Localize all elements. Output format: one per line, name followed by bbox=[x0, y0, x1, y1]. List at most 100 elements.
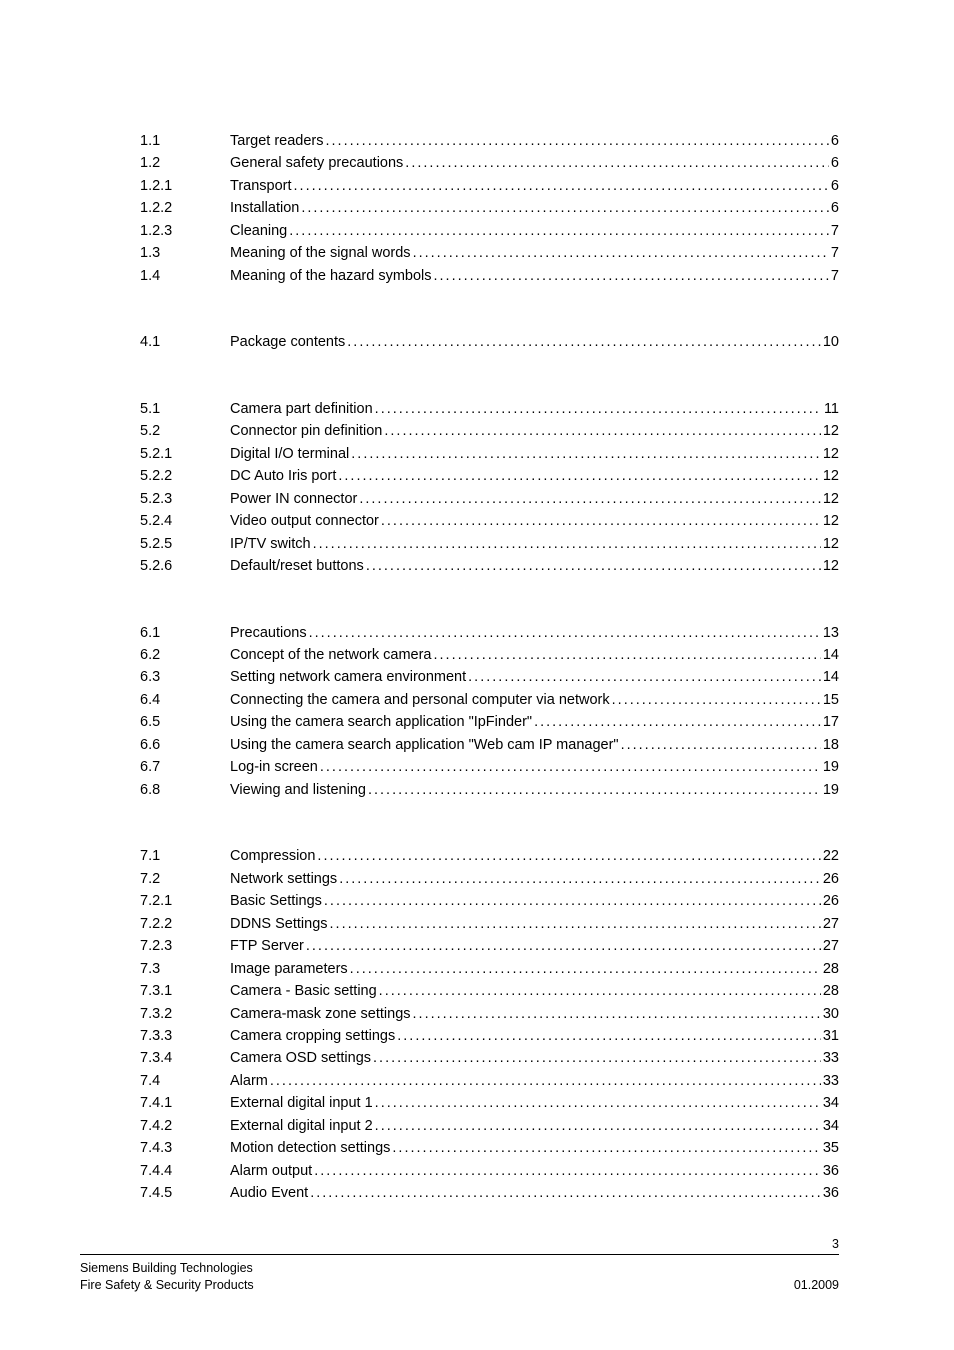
toc-row: 1.3Meaning of the signal words7 bbox=[140, 242, 839, 264]
toc-page: 12 bbox=[821, 420, 839, 442]
toc-title: Alarm output bbox=[230, 1160, 312, 1182]
toc-num: 5.2.5 bbox=[140, 533, 230, 555]
toc-title: Audio Event bbox=[230, 1182, 308, 1204]
toc-num: 4.1 bbox=[140, 331, 230, 353]
footer-row-2: Fire Safety & Security Products 01.2009 bbox=[80, 1278, 839, 1292]
toc-row: 5.2.2DC Auto Iris port12 bbox=[140, 465, 839, 487]
toc-num: 5.2 bbox=[140, 420, 230, 442]
toc-page: 6 bbox=[829, 175, 839, 197]
toc-num: 7.3.4 bbox=[140, 1047, 230, 1069]
toc-page: 26 bbox=[821, 868, 839, 890]
toc-row: 7.2.3FTP Server27 bbox=[140, 935, 839, 957]
toc-num: 6.3 bbox=[140, 666, 230, 688]
toc-dots bbox=[345, 331, 821, 353]
toc-page: 18 bbox=[821, 734, 839, 756]
toc-row: 5.1Camera part definition11 bbox=[140, 398, 839, 420]
toc-page: 15 bbox=[821, 689, 839, 711]
toc-page: 14 bbox=[821, 666, 839, 688]
toc-title: Concept of the network camera bbox=[230, 644, 432, 666]
toc-title: Alarm bbox=[230, 1070, 268, 1092]
toc-num: 7.4.1 bbox=[140, 1092, 230, 1114]
toc-page: 36 bbox=[821, 1160, 839, 1182]
toc-page: 26 bbox=[821, 890, 839, 912]
toc-dots bbox=[432, 644, 821, 666]
toc-row: 6.3Setting network camera environment 14 bbox=[140, 666, 839, 688]
toc-page: 35 bbox=[821, 1137, 839, 1159]
toc-page: 7 bbox=[829, 265, 839, 287]
toc-num: 1.4 bbox=[140, 265, 230, 287]
toc-num: 7.3.2 bbox=[140, 1003, 230, 1025]
toc-page: 6 bbox=[829, 197, 839, 219]
toc-num: 7.3.3 bbox=[140, 1025, 230, 1047]
toc-row: 7.3.4Camera OSD settings 33 bbox=[140, 1047, 839, 1069]
toc-num: 7.2.1 bbox=[140, 890, 230, 912]
toc-dots bbox=[318, 756, 821, 778]
toc-num: 6.4 bbox=[140, 689, 230, 711]
toc-num: 7.3.1 bbox=[140, 980, 230, 1002]
toc-title: Network settings bbox=[230, 868, 337, 890]
toc-page: 19 bbox=[821, 779, 839, 801]
toc-page: 19 bbox=[821, 756, 839, 778]
toc-row: 1.2General safety precautions6 bbox=[140, 152, 839, 174]
toc-num: 5.2.1 bbox=[140, 443, 230, 465]
toc-num: 5.2.4 bbox=[140, 510, 230, 532]
toc-title: Connecting the camera and personal compu… bbox=[230, 689, 610, 711]
toc-title: Using the camera search application "IpF… bbox=[230, 711, 532, 733]
toc-num: 6.2 bbox=[140, 644, 230, 666]
toc-row: 6.7Log-in screen19 bbox=[140, 756, 839, 778]
toc-page: 12 bbox=[821, 488, 839, 510]
toc-row: 5.2.6Default/reset buttons12 bbox=[140, 555, 839, 577]
toc-dots bbox=[532, 711, 821, 733]
toc-row: 5.2.3Power IN connector12 bbox=[140, 488, 839, 510]
toc-num: 7.4.2 bbox=[140, 1115, 230, 1137]
toc-row: 7.4Alarm33 bbox=[140, 1070, 839, 1092]
footer-right-2: 01.2009 bbox=[794, 1278, 839, 1292]
toc-dots bbox=[287, 220, 829, 242]
toc-dots bbox=[379, 510, 821, 532]
toc-dots bbox=[382, 420, 821, 442]
toc-title: Compression bbox=[230, 845, 315, 867]
toc-page: 30 bbox=[821, 1003, 839, 1025]
toc-dots bbox=[364, 555, 821, 577]
toc-section: 6.1Precautions136.2Concept of the networ… bbox=[140, 622, 839, 802]
toc-row: 7.2Network settings26 bbox=[140, 868, 839, 890]
toc-num: 7.4 bbox=[140, 1070, 230, 1092]
toc-row: 7.2.2DDNS Settings27 bbox=[140, 913, 839, 935]
toc-title: Cleaning bbox=[230, 220, 287, 242]
toc-dots bbox=[411, 1003, 821, 1025]
toc-num: 6.7 bbox=[140, 756, 230, 778]
toc-page: 31 bbox=[821, 1025, 839, 1047]
toc-title: Meaning of the signal words bbox=[230, 242, 411, 264]
toc-title: Setting network camera environment bbox=[230, 666, 466, 688]
toc-num: 6.1 bbox=[140, 622, 230, 644]
toc-num: 1.2.3 bbox=[140, 220, 230, 242]
toc-section: 7.1Compression227.2Network settings267.2… bbox=[140, 845, 839, 1205]
toc-num: 7.4.3 bbox=[140, 1137, 230, 1159]
toc-dots bbox=[299, 197, 829, 219]
toc-dots bbox=[328, 913, 821, 935]
toc-row: 6.2Concept of the network camera14 bbox=[140, 644, 839, 666]
toc-dots bbox=[619, 734, 821, 756]
toc-title: Camera OSD settings bbox=[230, 1047, 371, 1069]
footer: 3 Siemens Building Technologies Fire Saf… bbox=[80, 1237, 839, 1295]
toc-row: 1.4Meaning of the hazard symbols7 bbox=[140, 265, 839, 287]
toc-dots bbox=[268, 1070, 821, 1092]
toc-dots bbox=[357, 488, 821, 510]
toc-page: 33 bbox=[821, 1047, 839, 1069]
toc-row: 7.3.1Camera - Basic setting28 bbox=[140, 980, 839, 1002]
toc-page: 10 bbox=[821, 331, 839, 353]
toc-row: 1.2.1Transport6 bbox=[140, 175, 839, 197]
toc-num: 1.2.2 bbox=[140, 197, 230, 219]
toc-title: Precautions bbox=[230, 622, 307, 644]
toc-dots bbox=[324, 130, 829, 152]
toc-dots bbox=[292, 175, 829, 197]
toc-title: External digital input 1 bbox=[230, 1092, 373, 1114]
toc-title: External digital input 2 bbox=[230, 1115, 373, 1137]
toc-title: Digital I/O terminal bbox=[230, 443, 349, 465]
footer-left-2: Fire Safety & Security Products bbox=[80, 1278, 254, 1292]
toc-dots bbox=[337, 868, 821, 890]
toc-title: DC Auto Iris port bbox=[230, 465, 336, 487]
toc-title: Power IN connector bbox=[230, 488, 357, 510]
toc-page: 28 bbox=[821, 958, 839, 980]
toc-dots bbox=[466, 666, 821, 688]
